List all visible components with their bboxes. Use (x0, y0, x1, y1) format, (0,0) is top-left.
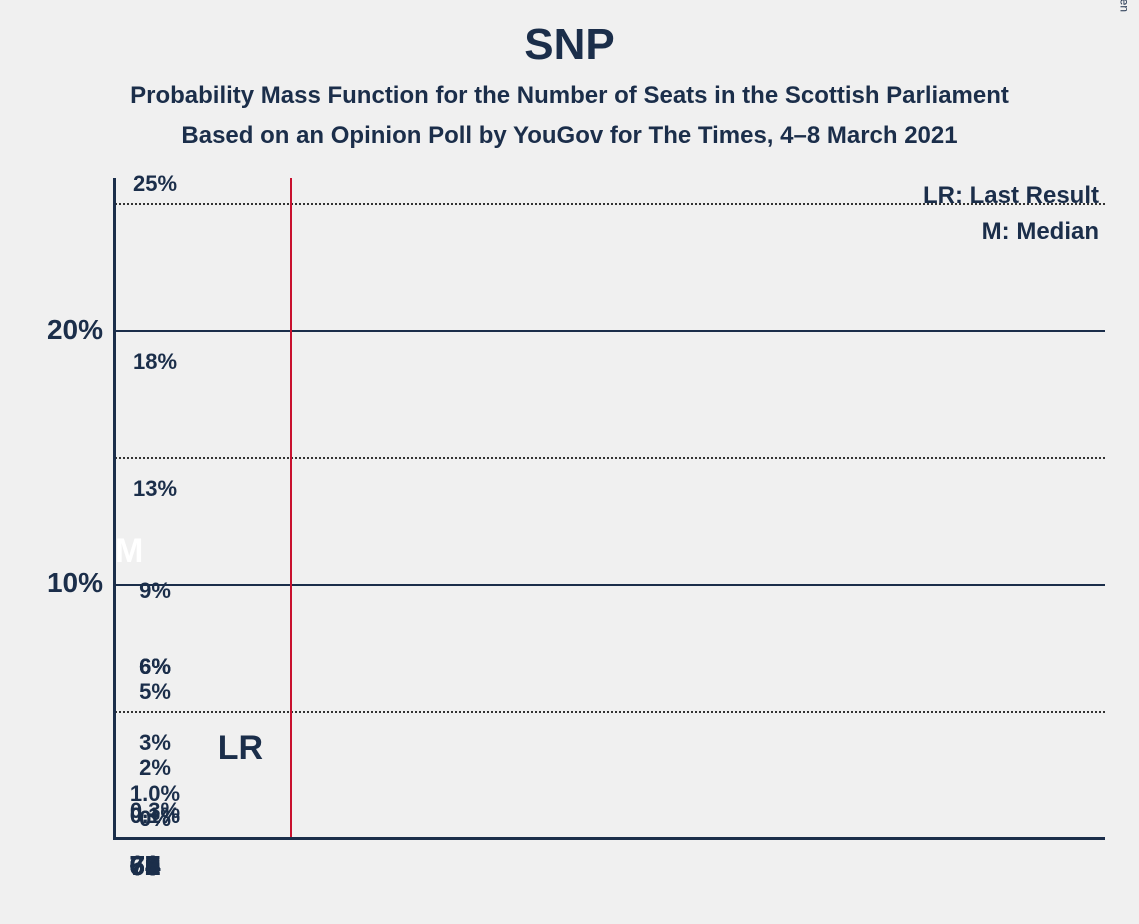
y-tick-label: 10% (23, 567, 103, 599)
median-marker: M (115, 532, 143, 571)
bar-value-label: 0% (115, 806, 195, 832)
grid-minor (115, 457, 1105, 459)
bar-value-label: 13% (115, 476, 195, 502)
last-result-line (290, 178, 292, 838)
bar-value-label: 25% (115, 171, 195, 197)
legend-last-result: LR: Last Result (923, 182, 1099, 210)
chart-subtitle-1: Probability Mass Function for the Number… (0, 82, 1139, 110)
grid-major (115, 330, 1105, 332)
y-tick-label: 20% (23, 314, 103, 346)
chart-title: SNP (0, 20, 1139, 70)
legend-median: M: Median (982, 218, 1099, 246)
grid-minor (115, 711, 1105, 713)
grid-major (115, 584, 1105, 586)
copyright-text: © 2021 Filip van Laenen (1117, 0, 1131, 12)
x-axis (113, 837, 1105, 840)
bar-value-label: 3% (115, 730, 195, 756)
last-result-label: LR (218, 729, 263, 768)
plot-area: 10%20%0%620.1%630.3%645%653%666%676%686%… (115, 178, 1105, 838)
y-axis (113, 178, 116, 838)
bar-value-label: 18% (115, 349, 195, 375)
bar-value-label: 2% (115, 755, 195, 781)
bar-value-label: 9% (115, 578, 195, 604)
x-tick-label: 78 (115, 850, 175, 882)
bar-value-label: 6% (115, 654, 195, 680)
chart-subtitle-2: Based on an Opinion Poll by YouGov for T… (0, 122, 1139, 150)
bar-value-label: 5% (115, 679, 195, 705)
